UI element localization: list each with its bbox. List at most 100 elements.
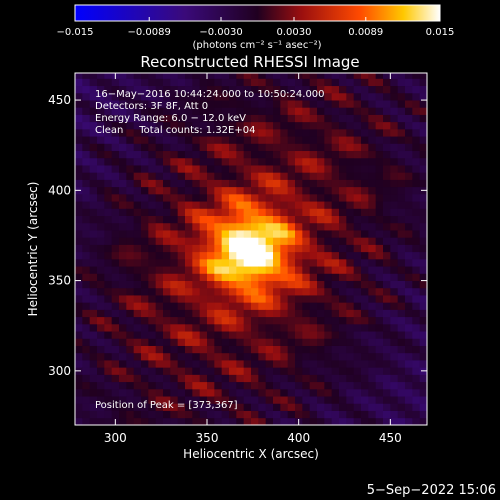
heatmap-cell: [258, 143, 267, 152]
heatmap-cell: [141, 345, 149, 354]
x-tick-label: 450: [379, 431, 402, 445]
heatmap-cell: [287, 114, 296, 123]
heatmap-cell: [155, 92, 164, 101]
heatmap-cell: [317, 360, 325, 368]
heatmap-cell: [331, 237, 340, 245]
heatmap-cell: [251, 222, 259, 231]
heatmap-cell: [133, 273, 142, 281]
heatmap-cell: [295, 345, 303, 354]
heatmap-cell: [229, 381, 237, 390]
heatmap-cell: [236, 403, 245, 411]
heatmap-cell: [273, 179, 281, 188]
heatmap-cell: [82, 222, 91, 231]
heatmap-cell: [419, 345, 427, 354]
heatmap-cell: [258, 352, 267, 361]
heatmap-cell: [375, 215, 384, 224]
heatmap-cell: [177, 338, 186, 346]
heatmap-cell: [133, 287, 142, 296]
heatmap-cell: [317, 85, 325, 94]
heatmap-cell: [302, 410, 311, 419]
heatmap-cell: [214, 403, 223, 411]
x-axis-ticks: 300 350 400 450: [104, 73, 402, 445]
heatmap-cell: [339, 100, 347, 108]
heatmap-cell: [353, 208, 362, 216]
heatmap-cell: [221, 100, 230, 108]
heatmap-cell: [339, 143, 347, 152]
heatmap-cell: [97, 208, 105, 216]
heatmap-cell: [273, 273, 281, 281]
heatmap-cell: [229, 201, 237, 209]
heatmap-cell: [177, 136, 186, 144]
heatmap-cell: [82, 352, 91, 361]
heatmap-cell: [383, 417, 391, 425]
heatmap-cell: [317, 280, 325, 289]
heatmap-cell: [229, 85, 237, 94]
heatmap-cell: [177, 244, 186, 253]
heatmap-cell: [265, 193, 274, 202]
heatmap-cell: [368, 150, 377, 159]
heatmap-cell: [236, 85, 245, 94]
heatmap-cell: [126, 266, 135, 274]
heatmap-cell: [339, 237, 347, 245]
heatmap-cell: [177, 331, 186, 339]
heatmap-cell: [185, 287, 193, 296]
heatmap-cell: [280, 331, 289, 339]
heatmap-cell: [155, 237, 164, 245]
heatmap-cell: [155, 367, 164, 375]
heatmap-cell: [419, 287, 427, 296]
heatmap-cell: [353, 222, 362, 231]
heatmap-cell: [236, 309, 245, 318]
heatmap-cell: [75, 78, 83, 87]
heatmap-cell: [353, 172, 362, 180]
heatmap-cell: [324, 186, 333, 195]
heatmap-cell: [104, 345, 113, 354]
heatmap-cell: [89, 417, 98, 425]
heatmap-cell: [361, 215, 369, 224]
heatmap-cell: [155, 396, 164, 404]
heatmap-cell: [331, 338, 340, 346]
heatmap-cell: [119, 230, 127, 238]
heatmap-cell: [280, 266, 289, 274]
heatmap-cell: [229, 396, 237, 404]
heatmap-cell: [375, 222, 384, 231]
heatmap-cell: [111, 114, 120, 123]
heatmap-cell: [155, 143, 164, 152]
heatmap-cell: [397, 388, 406, 397]
heatmap-cell: [390, 230, 399, 238]
heatmap-cell: [383, 323, 391, 332]
heatmap-cell: [75, 100, 83, 108]
heatmap-cell: [111, 186, 120, 195]
heatmap-cell: [397, 367, 406, 375]
heatmap-cell: [397, 251, 406, 260]
heatmap-cell: [214, 360, 223, 368]
heatmap-cell: [82, 136, 91, 144]
heatmap-cell: [133, 388, 142, 397]
heatmap-cell: [295, 280, 303, 289]
heatmap-cell: [346, 374, 355, 383]
heatmap-cell: [317, 215, 325, 224]
heatmap-cell: [119, 244, 127, 253]
heatmap-cell: [236, 258, 245, 267]
heatmap-cell: [141, 316, 149, 325]
heatmap-cell: [82, 157, 91, 166]
heatmap-cell: [302, 107, 311, 115]
heatmap-cell: [317, 92, 325, 101]
heatmap-cell: [126, 165, 135, 173]
heatmap-cell: [412, 143, 421, 152]
heatmap-cell: [324, 316, 333, 325]
heatmap-cell: [309, 143, 318, 152]
heatmap-cell: [236, 273, 245, 281]
heatmap-cell: [141, 78, 149, 87]
heatmap-cell: [104, 352, 113, 361]
heatmap-cell: [111, 403, 120, 411]
heatmap-cell: [368, 237, 377, 245]
heatmap-cell: [207, 237, 215, 245]
heatmap-cell: [192, 345, 201, 354]
heatmap-cell: [317, 273, 325, 281]
heatmap-cell: [170, 309, 179, 318]
heatmap-cell: [104, 381, 113, 390]
heatmap-cell: [148, 360, 157, 368]
heatmap-cell: [185, 338, 193, 346]
heatmap-cell: [185, 230, 193, 238]
heatmap-cell: [243, 338, 252, 346]
